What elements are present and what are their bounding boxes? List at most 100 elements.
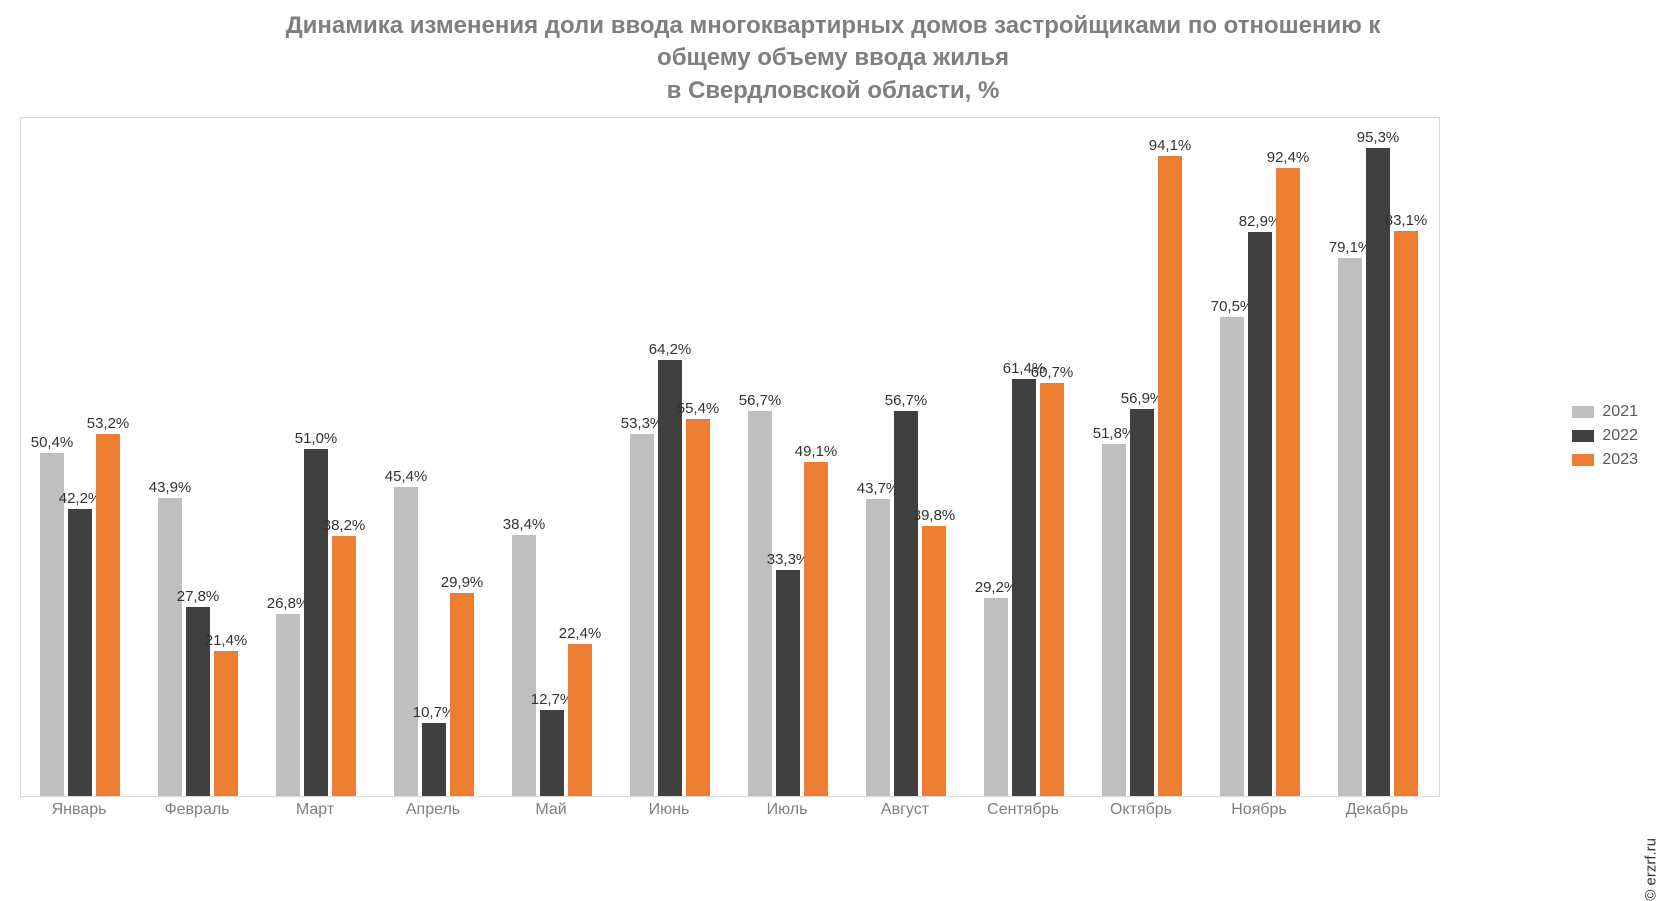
x-axis-label: Сентябрь: [964, 801, 1082, 819]
bar: 29,9%: [450, 593, 474, 796]
bar: 53,2%: [96, 434, 120, 796]
bar-group: 51,8%56,9%94,1%: [1083, 156, 1201, 796]
legend-swatch: [1572, 406, 1594, 418]
x-axis-label: Май: [492, 801, 610, 819]
x-axis-label: Июнь: [610, 801, 728, 819]
bar-value-label: 43,7%: [857, 480, 900, 499]
bar-group: 26,8%51,0%38,2%: [257, 449, 375, 796]
plot-area: 50,4%42,2%53,2%43,9%27,8%21,4%26,8%51,0%…: [20, 117, 1440, 797]
bar: 79,1%: [1338, 258, 1362, 796]
bar-value-label: 43,9%: [149, 479, 192, 498]
bar: 12,7%: [540, 710, 564, 796]
bar-value-label: 94,1%: [1149, 137, 1192, 156]
bar-value-label: 83,1%: [1385, 212, 1428, 231]
x-axis-label: Август: [846, 801, 964, 819]
bar: 43,7%: [866, 499, 890, 796]
bar: 55,4%: [686, 419, 710, 796]
bar-value-label: 50,4%: [31, 434, 74, 453]
bar: 60,7%: [1040, 383, 1064, 796]
x-axis-label: Январь: [20, 801, 138, 819]
bar-value-label: 56,7%: [885, 392, 928, 411]
legend-label: 2022: [1602, 427, 1638, 445]
bar-value-label: 70,5%: [1211, 298, 1254, 317]
bar-value-label: 21,4%: [205, 632, 248, 651]
bar-group: 50,4% 42,2%53,2%: [21, 434, 139, 796]
bar-value-label: 12,7%: [531, 691, 574, 710]
x-axis-label: Декабрь: [1318, 801, 1436, 819]
bar: 51,8%: [1102, 444, 1126, 796]
bar: 39,8%: [922, 526, 946, 797]
legend-label: 2021: [1602, 403, 1638, 421]
x-axis-label: Март: [256, 801, 374, 819]
legend-item: 2023: [1572, 451, 1638, 469]
bar: 49,1%: [804, 462, 828, 796]
x-axis-label: Апрель: [374, 801, 492, 819]
bar-value-label: 51,0%: [295, 430, 338, 449]
bar: 38,2%: [332, 536, 356, 796]
x-axis-label: Февраль: [138, 801, 256, 819]
bar-value-label: 27,8%: [177, 588, 220, 607]
legend-item: 2021: [1572, 403, 1638, 421]
bar: 38,4%: [512, 535, 536, 796]
bar-group: 43,7%56,7%39,8%: [847, 411, 965, 797]
bar-value-label: 39,8%: [913, 507, 956, 526]
bar-value-label: 33,3%: [767, 551, 810, 570]
bar: 61,4%: [1012, 379, 1036, 797]
legend-swatch: [1572, 430, 1594, 442]
bar: 42,2%: [68, 509, 92, 796]
bar-value-label: 42,2%: [59, 490, 102, 509]
bar-group: 38,4%12,7%22,4%: [493, 535, 611, 796]
bar: 64,2%: [658, 360, 682, 797]
bar: 22,4%: [568, 644, 592, 796]
bar: 70,5%: [1220, 317, 1244, 796]
legend-swatch: [1572, 454, 1594, 466]
bar: 92,4%: [1276, 168, 1300, 796]
legend-label: 2023: [1602, 451, 1638, 469]
bar: 56,7%: [894, 411, 918, 797]
watermark: © erzrf.ru: [1643, 838, 1660, 901]
bar-group: 45,4%10,7%29,9%: [375, 487, 493, 796]
bar: 26,8%: [276, 614, 300, 796]
x-axis-label: Ноябрь: [1200, 801, 1318, 819]
bar-value-label: 56,9%: [1121, 390, 1164, 409]
bar-value-label: 38,2%: [323, 517, 366, 536]
bar: 53,3%: [630, 434, 654, 796]
bar: 21,4%: [214, 651, 238, 797]
bar-value-label: 45,4%: [385, 468, 428, 487]
bar: 45,4%: [394, 487, 418, 796]
bar-value-label: 82,9%: [1239, 213, 1282, 232]
bar-value-label: 60,7%: [1031, 364, 1074, 383]
bar-value-label: 49,1%: [795, 443, 838, 462]
bar: 56,9%: [1130, 409, 1154, 796]
bar-value-label: 92,4%: [1267, 149, 1310, 168]
chart-wrapper: 50,4%42,2%53,2%43,9%27,8%21,4%26,8%51,0%…: [20, 117, 1546, 825]
bar-value-label: 95,3%: [1357, 129, 1400, 148]
bar: 33,3%: [776, 570, 800, 796]
bar-value-label: 55,4%: [677, 400, 720, 419]
bar-group: 56,7%33,3%49,1%: [729, 411, 847, 797]
bar: 95,3%: [1366, 148, 1390, 796]
bar-value-label: 64,2%: [649, 341, 692, 360]
bar-value-label: 56,7%: [739, 392, 782, 411]
bar: 10,7%: [422, 723, 446, 796]
bar-value-label: 51,8%: [1093, 425, 1136, 444]
legend: 2021 2022 2023: [1572, 397, 1638, 475]
bar-value-label: 38,4%: [503, 516, 546, 535]
bar: 82,9%: [1248, 232, 1272, 796]
bar-group: 43,9%27,8% 21,4%: [139, 498, 257, 797]
bar-group: 70,5%82,9%92,4%: [1201, 168, 1319, 796]
bar-value-label: 29,9%: [441, 574, 484, 593]
bar: 29,2%: [984, 598, 1008, 797]
bar-group: 53,3%64,2%55,4%: [611, 360, 729, 797]
bar: 43,9%: [158, 498, 182, 797]
bar-group: 29,2%61,4%60,7%: [965, 379, 1083, 797]
bar-value-label: 26,8%: [267, 595, 310, 614]
bar-group: 79,1%95,3%83,1%: [1319, 148, 1437, 796]
bar-value-label: 53,2%: [87, 415, 130, 434]
x-axis-label: Июль: [728, 801, 846, 819]
bar: 94,1%: [1158, 156, 1182, 796]
bar-value-label: 29,2%: [975, 579, 1018, 598]
bar: 51,0%: [304, 449, 328, 796]
bar-value-label: 22,4%: [559, 625, 602, 644]
x-axis-label: Октябрь: [1082, 801, 1200, 819]
